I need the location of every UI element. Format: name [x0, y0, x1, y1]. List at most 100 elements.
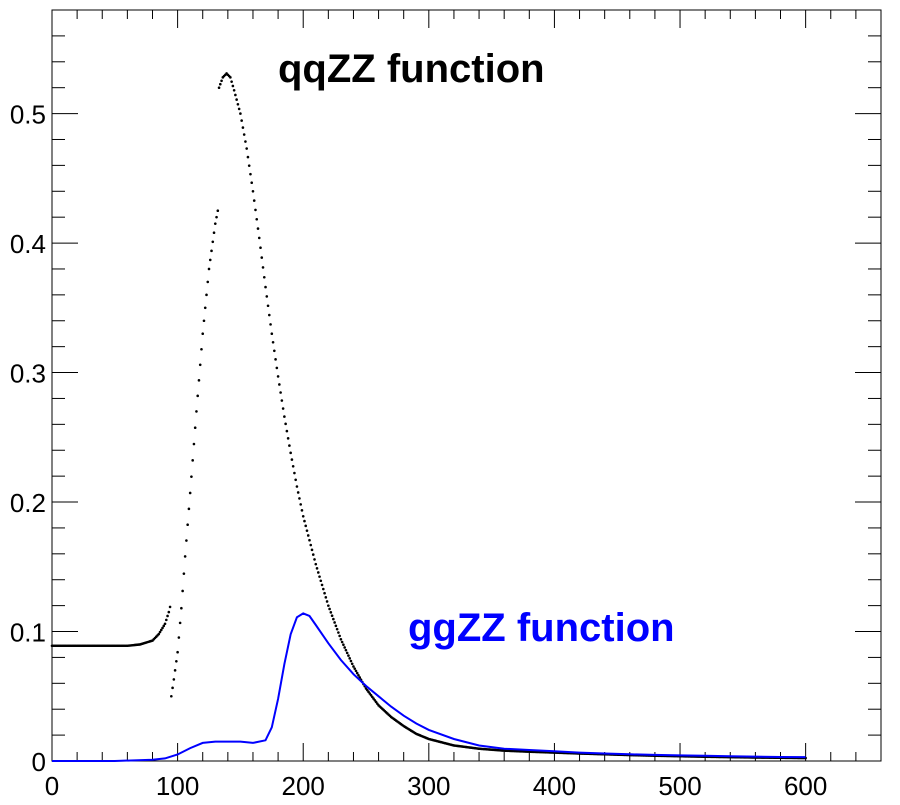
- qqzz-function-point: [319, 579, 323, 583]
- qqzz-function-point: [278, 383, 281, 386]
- qqzz-function-point: [320, 583, 324, 587]
- qqzz-function-point: [259, 246, 262, 250]
- qqzz-function-point: [181, 589, 184, 593]
- qqzz-function-point: [304, 524, 308, 528]
- qqzz-function-point: [301, 514, 305, 518]
- qqzz-function-point: [337, 631, 340, 634]
- qqzz-function-point: [314, 562, 318, 566]
- qqzz-function-point: [173, 669, 177, 672]
- qqzz-function-point: [334, 624, 338, 628]
- qqzz-function-point: [262, 275, 266, 279]
- y-tick-label: 0.3: [10, 359, 46, 389]
- x-tick-label: 100: [156, 771, 199, 801]
- qqzz-function-point: [270, 332, 274, 336]
- qqzz-function-point: [303, 519, 306, 523]
- ggzz-annotation: ggZZ function: [408, 606, 675, 650]
- qqzz-function-point: [215, 215, 218, 219]
- y-tick-label: 0: [32, 747, 46, 777]
- qqzz-function-point: [213, 222, 217, 225]
- y-tick-labels: 0 0.1 0.2 0.3 0.4 0.5: [10, 100, 46, 777]
- qqzz-function-point: [159, 628, 163, 632]
- qqzz-function-point: [257, 236, 261, 240]
- qqzz-function-point: [216, 209, 220, 212]
- qqzz-function-point: [325, 600, 329, 603]
- x-tick-label: 0: [45, 771, 59, 801]
- qqzz-function-point: [344, 648, 348, 652]
- qqzz-function-point: [354, 669, 358, 673]
- qqzz-function-point: [196, 394, 200, 398]
- qqzz-function-point: [254, 208, 257, 212]
- qqzz-function-point: [289, 451, 292, 455]
- qqzz-function-point: [310, 548, 314, 552]
- qqzz-function-point: [235, 98, 238, 101]
- qqzz-function-point: [231, 84, 235, 88]
- qqzz-function-point: [328, 607, 331, 611]
- qqzz-function-point: [201, 332, 205, 336]
- qqzz-function-point: [347, 654, 350, 657]
- axis-ticks: [51, 9, 882, 762]
- qqzz-function-point: [264, 285, 267, 289]
- qqzz-function-point: [260, 256, 264, 259]
- qqzz-function-point: [232, 88, 236, 92]
- qqzz-function-point: [299, 503, 303, 506]
- qqzz-function-point: [220, 79, 223, 83]
- qqzz-function-point: [306, 534, 310, 537]
- qqzz-function-point: [249, 172, 252, 176]
- qqzz-function-point: [240, 119, 243, 122]
- qqzz-function-point: [177, 636, 181, 639]
- qqzz-function-point: [256, 227, 260, 230]
- qqzz-function-point: [291, 464, 295, 468]
- qqzz-function-point: [285, 429, 289, 433]
- qqzz-function-point: [294, 478, 297, 482]
- qqzz-function-point: [311, 553, 315, 556]
- qqzz-function-point: [332, 617, 335, 621]
- y-tick-label: 0.5: [10, 100, 46, 130]
- qqzz-function-point: [274, 358, 277, 361]
- x-tick-label: 300: [407, 771, 450, 801]
- qqzz-function-point: [176, 650, 179, 654]
- qqzz-function-point: [172, 678, 176, 681]
- qqzz-function-point: [183, 555, 187, 558]
- qqzz-function-point: [309, 543, 313, 547]
- qqzz-function-point: [330, 614, 334, 618]
- qqzz-function-point: [195, 410, 198, 413]
- qqzz-function-point: [286, 437, 290, 440]
- qqzz-function-point: [178, 621, 182, 625]
- y-tick-label: 0.1: [10, 618, 46, 648]
- qqzz-function-point: [281, 407, 285, 410]
- qqzz-function-point: [185, 539, 188, 542]
- ggzz-function-line: [52, 612, 806, 762]
- qqzz-function-point: [234, 93, 237, 97]
- qqzz-function-point: [239, 112, 242, 115]
- x-tick-label: 600: [784, 771, 827, 801]
- x-tick-label: 200: [282, 771, 325, 801]
- qqzz-function-point: [313, 558, 316, 561]
- qqzz-function-point: [280, 399, 284, 402]
- qqzz-function-point: [308, 538, 311, 542]
- qqzz-function-point: [166, 614, 169, 618]
- qqzz-function-point: [283, 415, 286, 418]
- qqzz-function-point: [349, 659, 353, 663]
- qqzz-function-point: [242, 133, 246, 136]
- qqzz-function-point: [324, 596, 328, 599]
- qqzz-function-point: [266, 304, 270, 308]
- qqzz-function-point: [168, 605, 172, 609]
- qqzz-function-point: [295, 485, 299, 488]
- qqzz-function-point: [345, 651, 349, 655]
- qqzz-function-point: [245, 147, 248, 150]
- qqzz-function-point: [329, 611, 333, 614]
- qqzz-function-point: [315, 567, 319, 570]
- qqzz-function-point: [355, 671, 359, 675]
- qqzz-function-point: [288, 444, 291, 447]
- qqzz-function-point: [171, 686, 174, 690]
- qqzz-function-point: [187, 507, 191, 511]
- qqzz-function-point: [191, 459, 194, 462]
- qqzz-function-point: [352, 665, 355, 668]
- qqzz-function-point: [296, 491, 300, 494]
- qqzz-function-point: [246, 155, 250, 159]
- qqzz-function-point: [269, 323, 272, 326]
- qqzz-function-point: [357, 673, 360, 677]
- qqzz-function-point: [251, 189, 255, 193]
- qqzz-function-point: [353, 667, 357, 670]
- qqzz-function-point: [322, 587, 325, 591]
